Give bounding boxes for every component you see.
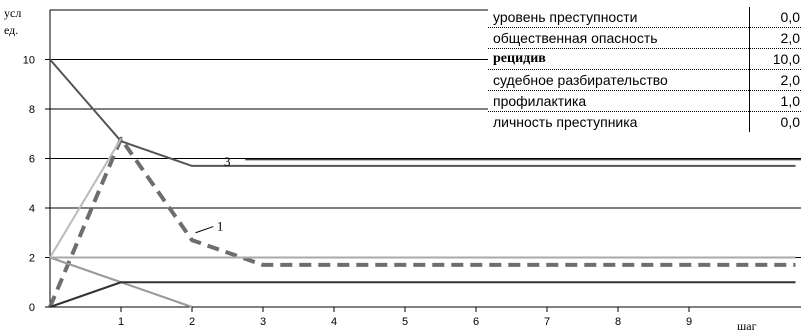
y-tick-label: 4 — [29, 203, 35, 215]
legend-row: общественная опасность 2,0 — [488, 27, 801, 49]
legend-row-label: судебное разбирательство — [488, 69, 750, 91]
legend-row-label: личность преступника — [493, 114, 638, 130]
y-axis-label-line-2: ед. — [4, 23, 18, 37]
legend-row-value: 0,0 — [749, 7, 801, 28]
y-tick-label: 6 — [29, 154, 35, 166]
series-lines — [48, 58, 796, 308]
x-axis-label: шаг — [737, 319, 757, 333]
x-tick-label: 3 — [260, 316, 266, 328]
legend-table: уровень преступности 0,0 общественная опас… — [488, 7, 801, 132]
annotation-label: 3 — [224, 154, 231, 169]
series-line-4 — [49, 281, 796, 308]
legend-row: профилактика 1,0 — [488, 90, 801, 112]
annotation-leader-1 — [195, 226, 214, 234]
y-tick-label: 10 — [23, 55, 35, 67]
x-tick-label: 9 — [686, 316, 692, 328]
x-tick-label: 2 — [189, 316, 195, 328]
annotation-label: 1 — [217, 219, 224, 234]
y-tick-label: 0 — [29, 302, 35, 314]
legend-row-label: общественная опасность — [488, 27, 750, 49]
series-line-2 — [49, 58, 796, 167]
x-tick-label: 6 — [473, 316, 479, 328]
x-tick-label: 8 — [615, 316, 621, 328]
x-tick-label: 1 — [118, 316, 124, 328]
legend-body: уровень преступности 0,0 общественная опас… — [488, 7, 801, 132]
legend-row-label: профилактика — [488, 90, 750, 112]
legend-row: рецидив 10,0 — [488, 48, 801, 70]
legend-row-value: 0,0 — [749, 111, 801, 132]
legend-row-label: уровень преступности — [488, 7, 750, 28]
x-tick-label: 4 — [331, 316, 337, 328]
series-line-6 — [49, 138, 122, 259]
legend-row: личность преступника 0,0 — [488, 111, 801, 132]
y-tick-label: 2 — [29, 253, 35, 265]
annotations: 13 — [195, 154, 801, 234]
legend-row-value: 1,0 — [749, 90, 801, 112]
y-tick-label: 8 — [29, 104, 35, 116]
legend-row-label: рецидив — [488, 48, 750, 70]
legend-row-value: 2,0 — [749, 69, 801, 91]
legend-row-value: 10,0 — [749, 48, 801, 70]
legend-row: судебное разбирательство 2,0 — [488, 69, 801, 91]
legend-row-value: 2,0 — [749, 27, 801, 49]
y-axis-label-line-1: усл — [4, 6, 21, 20]
x-tick-label: 5 — [402, 316, 408, 328]
legend-row: уровень преступности 0,0 — [488, 7, 801, 28]
x-tick-label: 7 — [544, 316, 550, 328]
series-line-1 — [48, 136, 796, 308]
